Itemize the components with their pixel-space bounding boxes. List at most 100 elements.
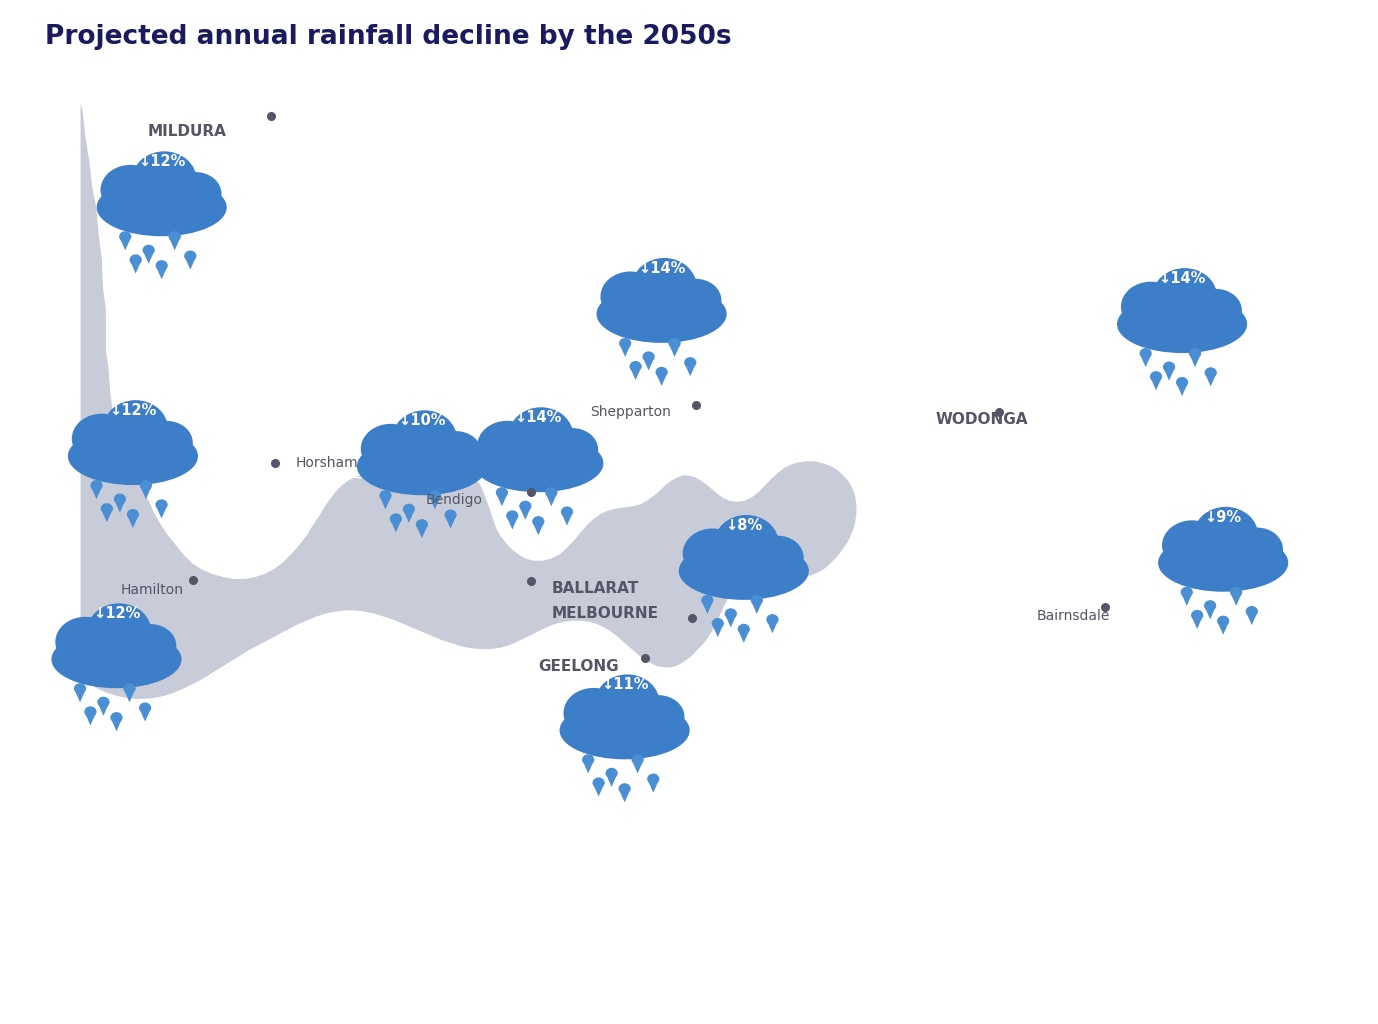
Ellipse shape [168, 231, 181, 242]
Ellipse shape [520, 501, 532, 511]
Ellipse shape [1231, 527, 1283, 571]
Polygon shape [168, 237, 181, 250]
Polygon shape [127, 514, 139, 528]
Ellipse shape [68, 427, 198, 485]
Ellipse shape [445, 510, 456, 520]
Ellipse shape [597, 285, 726, 343]
Text: BALLARAT: BALLARAT [553, 581, 639, 596]
Ellipse shape [751, 595, 763, 605]
Polygon shape [98, 702, 109, 716]
Polygon shape [711, 624, 723, 637]
Polygon shape [84, 712, 96, 725]
Ellipse shape [631, 258, 697, 315]
Polygon shape [185, 256, 197, 269]
Ellipse shape [477, 421, 537, 471]
Polygon shape [751, 600, 763, 614]
Polygon shape [701, 600, 714, 614]
Ellipse shape [679, 542, 809, 600]
Ellipse shape [508, 408, 573, 465]
Polygon shape [139, 485, 152, 499]
Ellipse shape [546, 428, 598, 471]
Ellipse shape [1158, 534, 1288, 592]
Ellipse shape [1246, 606, 1258, 616]
Text: Projected annual rainfall decline by the 2050s: Projected annual rainfall decline by the… [45, 25, 732, 50]
Polygon shape [520, 506, 532, 520]
Ellipse shape [1204, 600, 1217, 611]
Polygon shape [725, 613, 737, 628]
Ellipse shape [141, 421, 193, 464]
Ellipse shape [582, 755, 594, 765]
Text: ↓11%: ↓11% [601, 677, 649, 692]
Ellipse shape [1204, 368, 1217, 378]
Polygon shape [737, 629, 750, 643]
Ellipse shape [1181, 587, 1193, 597]
Ellipse shape [430, 431, 482, 474]
Ellipse shape [51, 631, 182, 688]
Ellipse shape [473, 434, 604, 493]
Ellipse shape [1191, 610, 1203, 621]
Ellipse shape [379, 490, 391, 501]
Ellipse shape [1152, 268, 1217, 326]
Ellipse shape [506, 510, 518, 521]
Polygon shape [429, 496, 441, 509]
Text: ↓12%: ↓12% [92, 606, 141, 622]
Ellipse shape [72, 414, 132, 464]
Text: ↓9%: ↓9% [1204, 510, 1242, 524]
Ellipse shape [559, 701, 689, 760]
Polygon shape [74, 688, 87, 702]
Ellipse shape [1140, 348, 1152, 358]
Polygon shape [101, 509, 113, 522]
Ellipse shape [737, 624, 750, 635]
Ellipse shape [496, 487, 508, 498]
Polygon shape [1204, 373, 1217, 386]
Polygon shape [416, 524, 429, 539]
Text: ↓14%: ↓14% [514, 410, 562, 425]
Ellipse shape [642, 351, 655, 362]
Polygon shape [379, 496, 391, 509]
Ellipse shape [114, 494, 125, 504]
Polygon shape [631, 760, 644, 773]
Polygon shape [532, 521, 544, 536]
Polygon shape [142, 250, 154, 264]
Ellipse shape [139, 702, 152, 713]
Ellipse shape [619, 338, 631, 348]
Ellipse shape [169, 172, 222, 215]
Polygon shape [156, 505, 168, 518]
Ellipse shape [103, 400, 168, 458]
Text: Bendigo: Bendigo [426, 493, 484, 507]
Ellipse shape [87, 603, 152, 662]
Polygon shape [506, 516, 518, 529]
Ellipse shape [156, 500, 168, 510]
Ellipse shape [130, 254, 142, 265]
Ellipse shape [564, 688, 623, 738]
Polygon shape [1151, 377, 1162, 390]
Ellipse shape [416, 519, 429, 529]
Ellipse shape [156, 260, 168, 270]
Polygon shape [668, 343, 681, 357]
Ellipse shape [1193, 507, 1258, 564]
Polygon shape [1204, 605, 1217, 620]
Ellipse shape [682, 528, 743, 579]
Ellipse shape [1118, 295, 1247, 353]
Ellipse shape [357, 437, 486, 496]
Polygon shape [619, 788, 631, 803]
Ellipse shape [361, 424, 420, 474]
Text: ↓8%: ↓8% [725, 518, 762, 532]
Ellipse shape [670, 279, 722, 323]
Ellipse shape [132, 152, 197, 209]
Text: ↓12%: ↓12% [109, 402, 157, 418]
Ellipse shape [101, 503, 113, 514]
Ellipse shape [1189, 348, 1202, 358]
Polygon shape [1217, 621, 1229, 635]
Ellipse shape [714, 515, 779, 572]
Ellipse shape [96, 178, 227, 237]
Ellipse shape [546, 487, 558, 498]
Ellipse shape [633, 695, 685, 738]
Polygon shape [402, 509, 415, 523]
Ellipse shape [1189, 289, 1242, 333]
Ellipse shape [1120, 282, 1181, 332]
Ellipse shape [127, 509, 139, 519]
Polygon shape [582, 760, 594, 773]
Polygon shape [114, 499, 125, 513]
Text: WODONGA: WODONGA [936, 412, 1028, 427]
